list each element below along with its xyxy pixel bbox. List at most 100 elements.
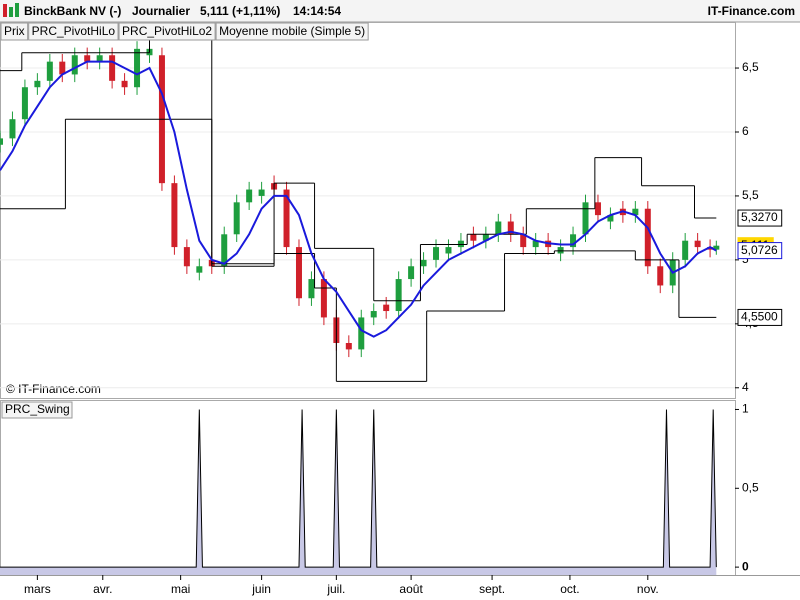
legend-box <box>118 22 216 41</box>
legend-item: PRC_PivotHiLo2 <box>118 22 216 41</box>
icon-bar <box>3 4 7 17</box>
legend-label: Prix <box>4 24 25 38</box>
candle-body <box>445 247 452 254</box>
x-tick-label: avr. <box>93 582 112 596</box>
x-tick-label: juin <box>251 582 271 596</box>
candle-body <box>632 208 639 216</box>
candle-body <box>283 189 290 248</box>
y-tick-label: 0 <box>742 559 749 573</box>
candle-body <box>570 234 577 248</box>
legend-label: PRC_PivotHiLo <box>32 24 116 38</box>
instrument-title: BinckBank NV (-) <box>24 4 121 18</box>
candle-body <box>532 240 539 248</box>
legend-item: PRC_PivotHiLo <box>28 22 119 41</box>
candle-body <box>358 317 365 350</box>
candle-body <box>713 245 720 250</box>
value-label-box <box>737 242 783 260</box>
candle-body <box>59 61 66 75</box>
brand: IT-Finance.com <box>708 4 795 18</box>
candle-body <box>457 240 464 248</box>
candle-body <box>495 221 502 235</box>
watermark: © IT-Finance.com <box>6 382 101 396</box>
candle-body <box>507 221 514 235</box>
x-tick-label: oct. <box>560 582 579 596</box>
legend-label: Moyenne mobile (Simple 5) <box>219 24 365 38</box>
y-tick-label: 5,5 <box>742 188 759 202</box>
candle-body <box>682 240 689 260</box>
x-tick-label: juil. <box>326 582 345 596</box>
candle-body <box>470 234 477 241</box>
x-tick-label: sept. <box>479 582 505 596</box>
candle-body <box>582 202 589 235</box>
candle-body <box>383 304 390 312</box>
candle-body <box>657 266 664 286</box>
candle-body <box>482 234 489 241</box>
candle-body <box>96 55 103 62</box>
candle-body <box>34 80 41 88</box>
value-label-box <box>737 308 783 326</box>
candle-body <box>134 48 141 88</box>
candle-body <box>9 119 16 139</box>
legend-label: PRC_PivotHiLo2 <box>122 24 212 38</box>
candle-body <box>707 247 714 250</box>
x-tick-label: août <box>399 582 423 596</box>
candle-body <box>345 343 352 350</box>
candle-body <box>46 61 53 81</box>
candle-body <box>644 208 651 267</box>
candle-body <box>308 279 315 299</box>
legend-item: Moyenne mobile (Simple 5) <box>215 22 369 41</box>
legend-box <box>28 22 119 41</box>
candle-body <box>433 247 440 260</box>
swing-line <box>0 409 717 568</box>
candle-body <box>420 259 427 267</box>
candle-body <box>370 311 377 318</box>
y-tick-label: 0,5 <box>742 480 759 494</box>
candle-body <box>233 202 240 235</box>
icon-bar <box>9 7 13 17</box>
candle-body <box>221 234 228 267</box>
value-label: 5,0726 <box>737 242 783 260</box>
value-label-text: 5,0726 <box>741 243 778 257</box>
candle-body <box>557 247 564 254</box>
y-tick-label: 4 <box>742 380 749 394</box>
candle-body <box>109 55 116 81</box>
candle-body <box>84 55 91 62</box>
x-tick-label: mars <box>24 582 51 596</box>
app-icon <box>3 3 19 17</box>
time: 14:14:54 <box>293 4 341 18</box>
x-tick-label: mai <box>171 582 190 596</box>
value-label-text: 4,5500 <box>741 310 778 324</box>
candle-body <box>295 247 302 299</box>
x-tick-label: nov. <box>637 582 659 596</box>
candle-body <box>395 279 402 312</box>
last-price: 5,111 (+1,11%) <box>200 4 280 18</box>
value-label: 5,3270 <box>737 209 783 227</box>
period: Journalier <box>132 4 190 18</box>
candle-body <box>408 266 415 280</box>
candle-body <box>196 266 203 273</box>
candle-body <box>320 279 327 318</box>
moving-average <box>0 60 717 338</box>
candle-body <box>694 240 701 248</box>
candle-body <box>183 247 190 267</box>
candle-body <box>246 189 253 203</box>
value-label-text: 5,3270 <box>741 210 778 224</box>
candle-body <box>0 138 3 145</box>
legend-box <box>0 22 29 41</box>
panel-label-box <box>1 401 73 419</box>
candle-body <box>258 189 265 196</box>
y-tick-label: 6,5 <box>742 60 759 74</box>
candle-body <box>594 202 601 216</box>
panel-title: PRC_Swing <box>5 402 70 416</box>
y-tick-label: 1 <box>742 402 749 416</box>
candle-body <box>171 183 178 248</box>
icon-bar <box>15 3 19 17</box>
value-label-box <box>737 209 783 227</box>
header-bar <box>0 0 800 22</box>
candle-body <box>607 215 614 222</box>
legend-item: Prix <box>0 22 29 41</box>
candle-body <box>71 55 78 75</box>
candle-body <box>21 87 28 120</box>
